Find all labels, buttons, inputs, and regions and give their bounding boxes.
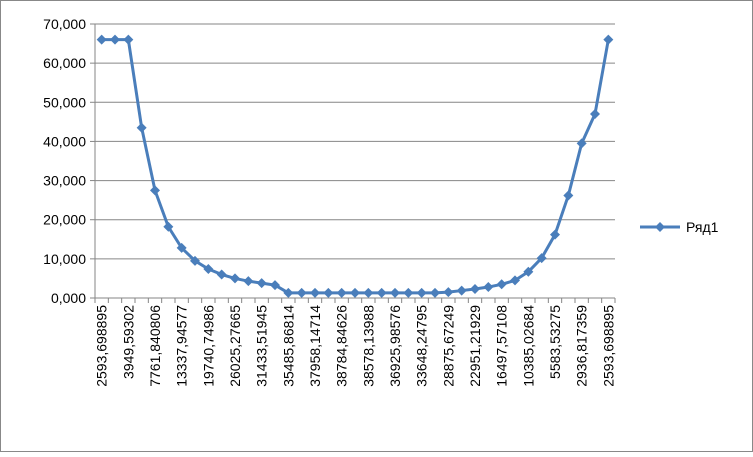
data-point (163, 221, 174, 232)
data-point (296, 287, 307, 298)
data-point (216, 269, 227, 280)
data-point (190, 255, 200, 266)
data-point (243, 276, 254, 287)
data-point (403, 287, 414, 298)
x-tick-label: 36925,98576 (387, 305, 403, 387)
x-tick-label: 19740,74986 (200, 305, 216, 387)
y-tick-label: 20,000 (43, 212, 86, 228)
y-tick-label: 40,000 (43, 133, 86, 149)
y-tick-label: 30,000 (43, 173, 86, 189)
data-point (590, 109, 600, 120)
legend-label: Ряд1 (686, 219, 719, 235)
data-point (270, 280, 280, 291)
data-point (376, 287, 387, 298)
x-tick-label: 31433,51945 (254, 305, 270, 387)
x-tick-label: 37958,14714 (307, 305, 323, 387)
x-tick-label: 26025,27665 (227, 305, 243, 387)
x-tick-label: 13337,94577 (174, 305, 190, 387)
data-point (230, 273, 240, 284)
data-point (110, 34, 120, 45)
data-point (563, 190, 574, 201)
data-point (96, 34, 107, 45)
y-tick-label: 70,000 (43, 16, 86, 32)
y-tick-label: 60,000 (43, 55, 86, 71)
data-point (483, 282, 494, 293)
x-tick-label: 2593,698895 (94, 305, 110, 387)
data-point (496, 279, 507, 290)
legend-marker (655, 222, 665, 232)
x-tick-label: 7761,840806 (147, 305, 163, 387)
data-point (136, 122, 147, 133)
x-tick-label: 38578,13988 (360, 305, 376, 387)
x-tick-label: 28875,67249 (440, 305, 456, 387)
y-tick-label: 10,000 (43, 251, 86, 267)
data-point (203, 264, 214, 275)
x-tick-label: 33648,24795 (414, 305, 430, 387)
data-point (430, 287, 440, 298)
data-point (470, 283, 480, 294)
data-point (603, 34, 614, 45)
data-point (510, 275, 520, 286)
x-tick-label: 38784,84626 (334, 305, 350, 387)
data-point (150, 185, 160, 196)
data-point (576, 138, 587, 149)
x-tick-label: 22951,21929 (467, 305, 483, 387)
y-tick-label: 50,000 (43, 94, 86, 110)
x-tick-label: 16497,57108 (494, 305, 510, 387)
data-point (350, 287, 360, 298)
data-point (363, 287, 374, 298)
data-point (456, 285, 467, 296)
data-point (176, 242, 187, 253)
y-tick-label: 0,000 (51, 290, 86, 306)
data-point (310, 287, 320, 298)
data-point (416, 287, 427, 298)
data-point (523, 266, 534, 277)
data-point (123, 34, 134, 45)
data-point (536, 253, 547, 264)
data-point (443, 287, 454, 298)
x-tick-label: 35485,86814 (280, 305, 296, 387)
x-tick-label: 2593,698895 (600, 305, 616, 387)
x-tick-label: 3949,59302 (120, 305, 136, 379)
data-point (550, 229, 560, 240)
x-tick-label: 2936,817359 (574, 305, 590, 387)
x-tick-label: 5583,53275 (547, 305, 563, 379)
x-tick-label: 10385,02684 (520, 305, 536, 387)
data-point (256, 278, 267, 289)
data-point (336, 287, 347, 298)
data-point (390, 287, 400, 298)
data-point (283, 287, 294, 298)
data-point (323, 287, 334, 298)
